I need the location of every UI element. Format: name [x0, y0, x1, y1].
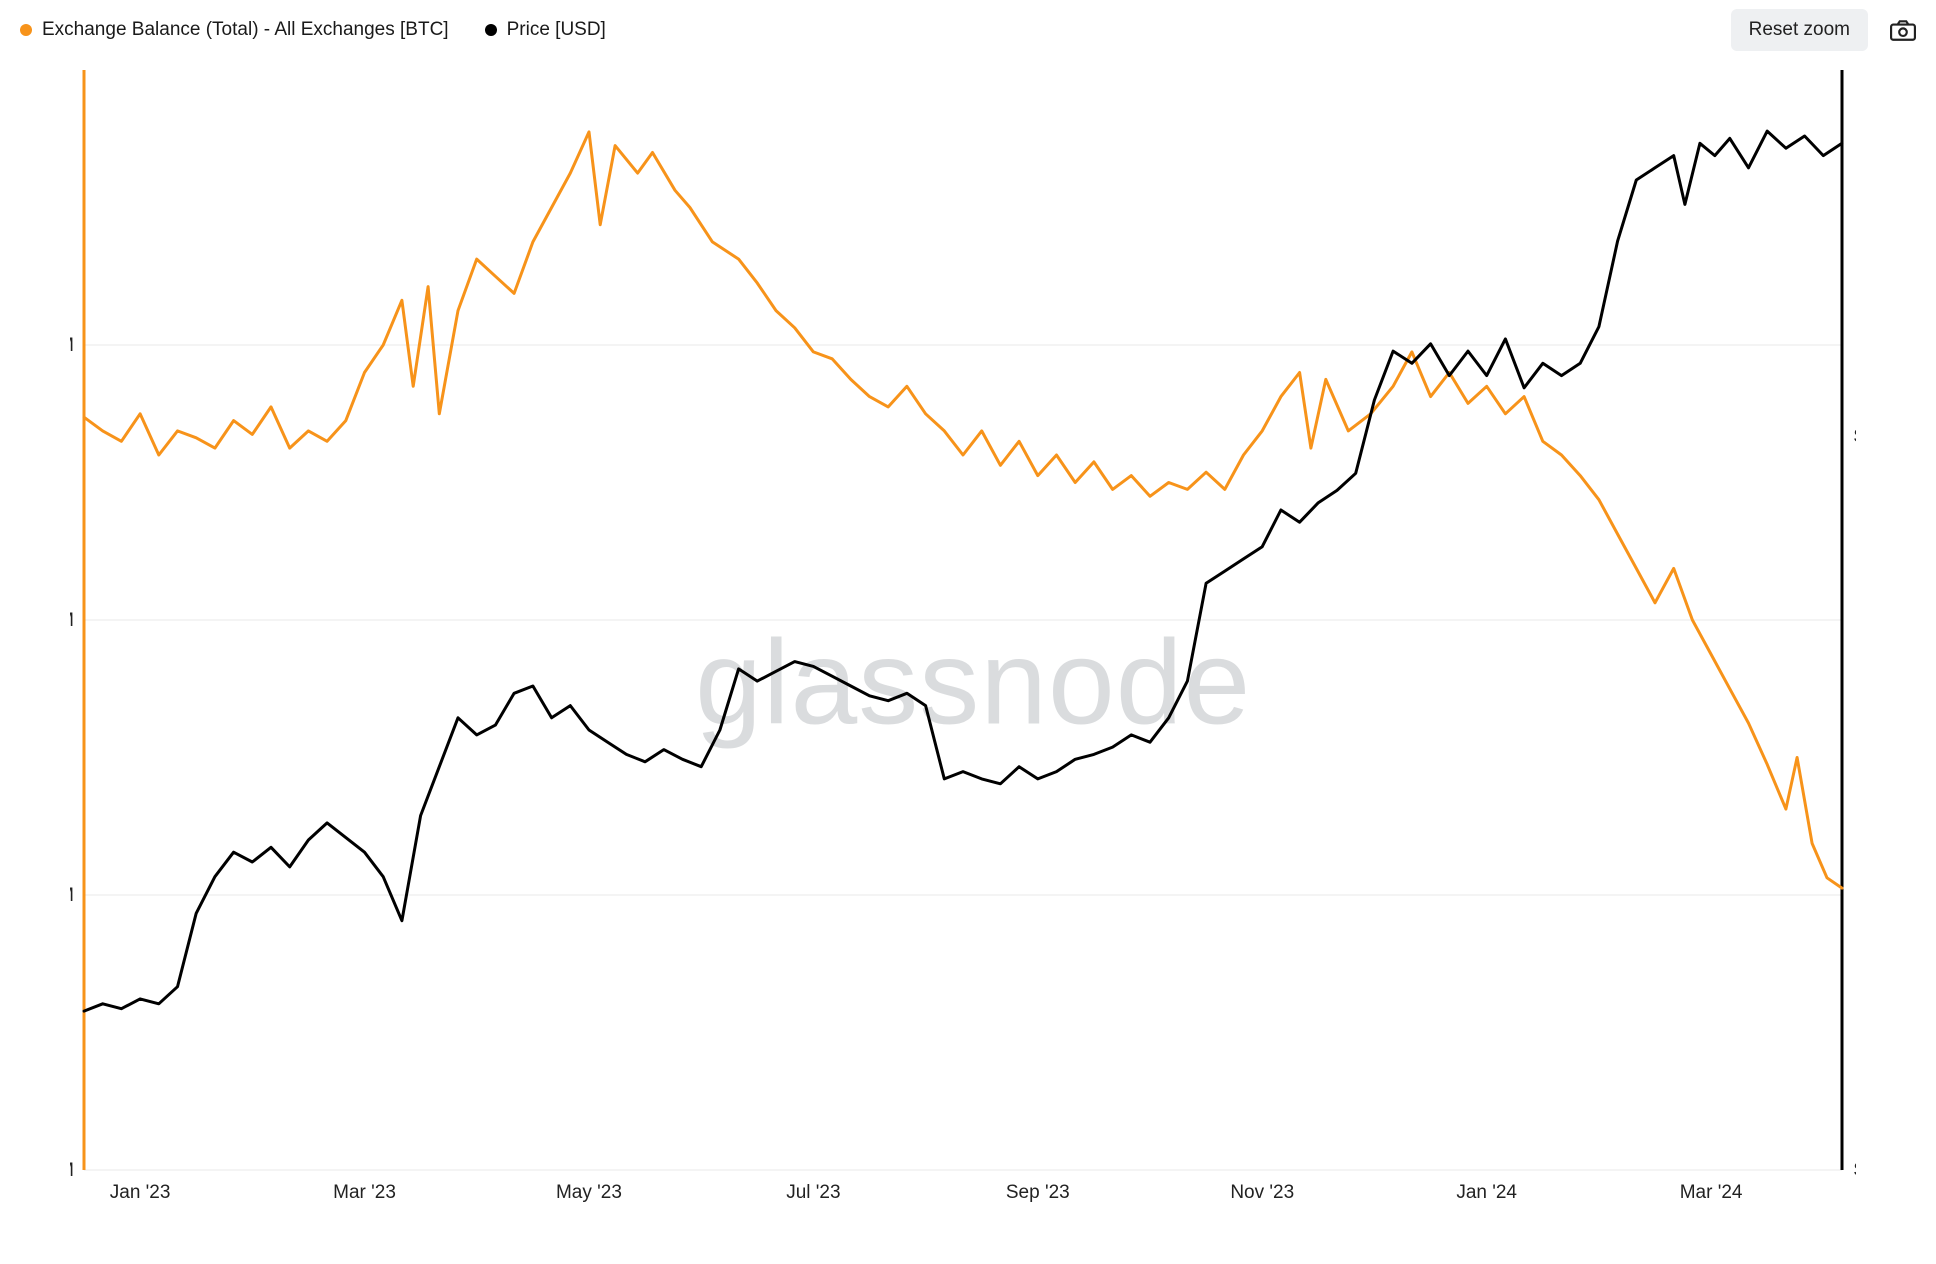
y-left-tick: 2.24M — [70, 1160, 74, 1181]
reset-zoom-button[interactable]: Reset zoom — [1731, 9, 1868, 51]
legend-swatch-balance — [20, 24, 32, 36]
y-left-tick: 2.4M — [70, 610, 74, 631]
legend-label-balance: Exchange Balance (Total) - All Exchanges… — [42, 19, 449, 41]
y-right-tick: $10k — [1854, 1160, 1856, 1181]
x-tick: Jan '24 — [1456, 1182, 1517, 1203]
legend-item-balance[interactable]: Exchange Balance (Total) - All Exchanges… — [20, 19, 449, 41]
x-tick: May '23 — [556, 1182, 622, 1203]
x-tick: Sep '23 — [1006, 1182, 1070, 1203]
camera-icon[interactable] — [1890, 19, 1916, 41]
x-tick: Mar '23 — [333, 1182, 396, 1203]
legend-swatch-price — [485, 24, 497, 36]
y-left-tick: 2.32M — [70, 885, 74, 906]
x-tick: Mar '24 — [1680, 1182, 1743, 1203]
x-tick: Nov '23 — [1230, 1182, 1294, 1203]
y-right-tick: $40k — [1854, 427, 1856, 448]
watermark: glassnode — [695, 616, 1251, 750]
x-tick: Jul '23 — [786, 1182, 840, 1203]
chart-legend: Exchange Balance (Total) - All Exchanges… — [20, 19, 606, 41]
series-price — [84, 131, 1842, 1011]
legend-label-price: Price [USD] — [507, 19, 606, 41]
series-balance — [84, 132, 1842, 888]
chart-plot[interactable]: glassnode 2.24M 2.32M 2.4M 2.48M $10k $40k Jan … — [70, 60, 1856, 1204]
y-left-tick: 2.48M — [70, 335, 74, 356]
legend-item-price[interactable]: Price [USD] — [485, 19, 606, 41]
x-tick: Jan '23 — [110, 1182, 171, 1203]
